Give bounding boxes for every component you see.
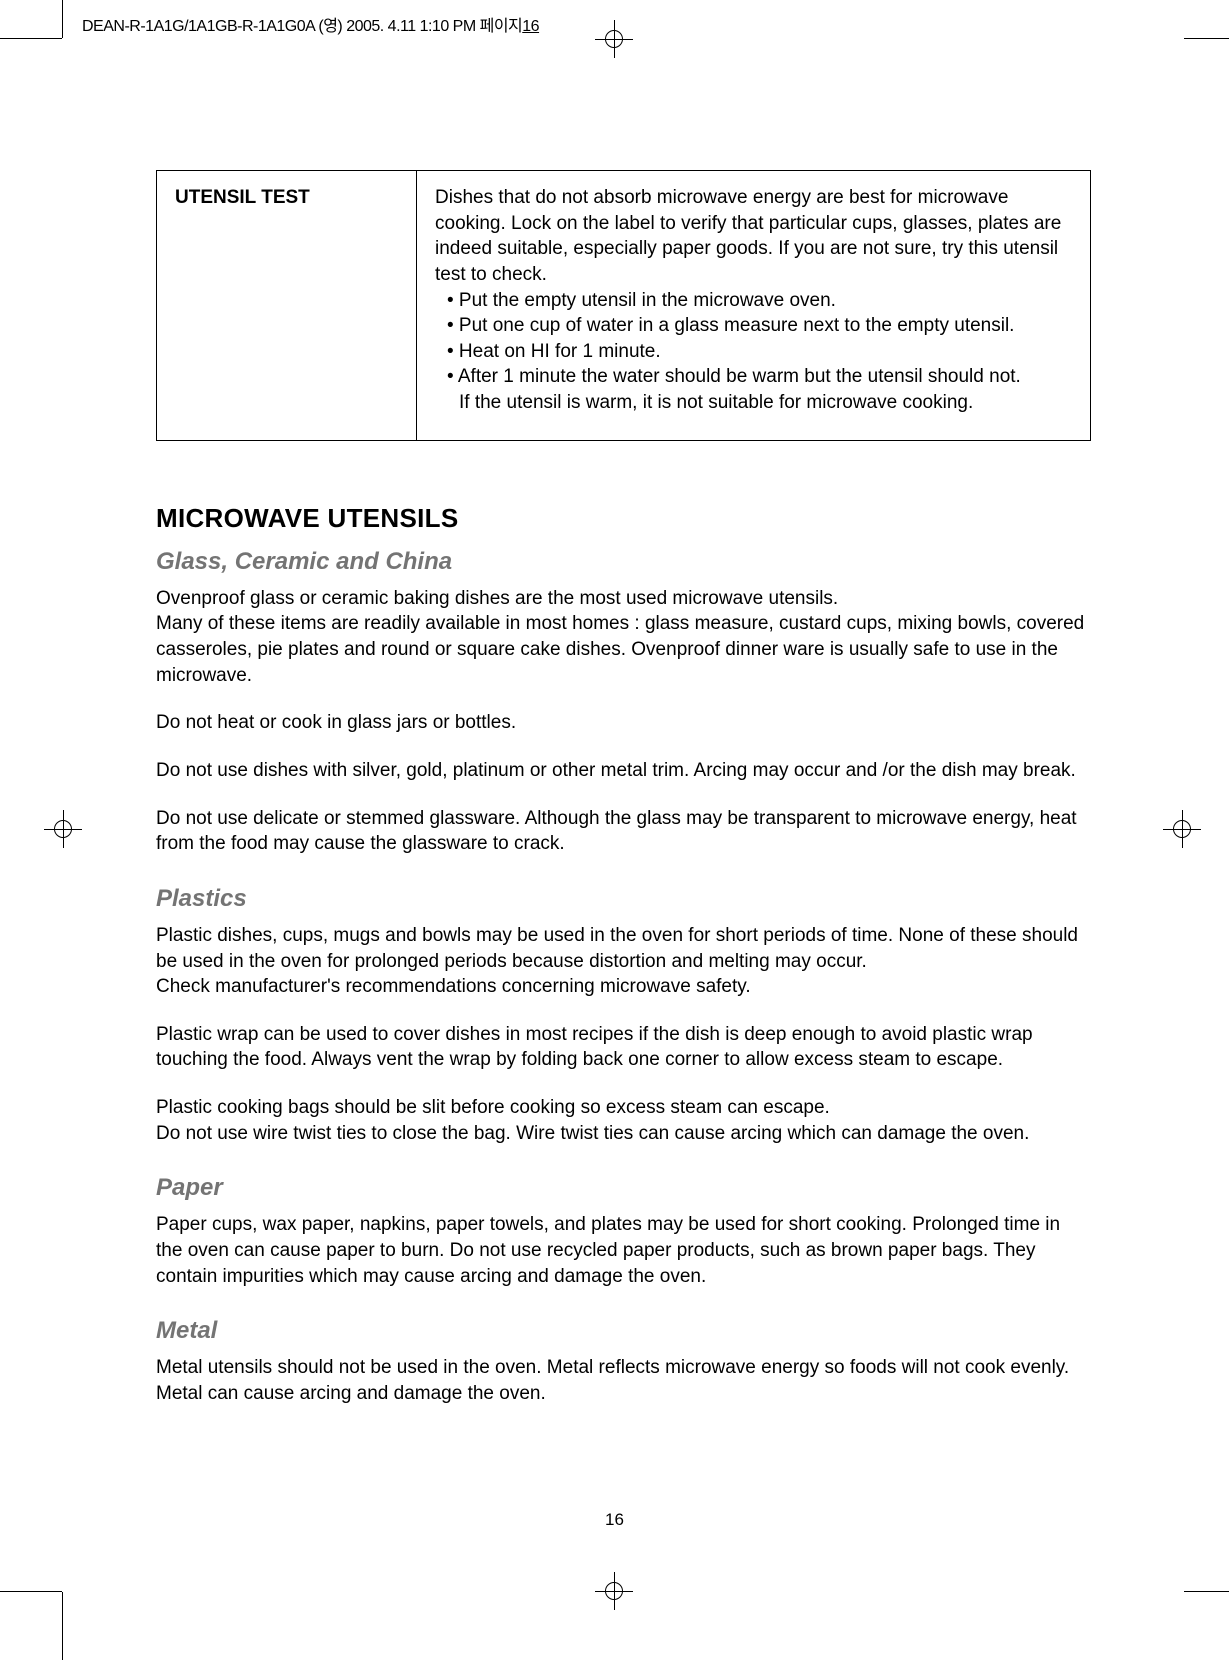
subheading-plastics: Plastics — [156, 885, 1091, 913]
cropmark — [62, 1592, 63, 1660]
body-text: Ovenproof glass or ceramic baking dishes… — [156, 586, 1091, 612]
utensil-bullet: • Heat on HI for 1 minute. — [435, 339, 1072, 365]
body-text: Metal utensils should not be used in the… — [156, 1355, 1091, 1381]
imprint-header: DEAN-R-1A1G/1A1GB-R-1A1G0A (영) 2005. 4.1… — [82, 12, 539, 36]
cropmark — [1184, 1591, 1229, 1592]
utensil-bullet: • Put one cup of water in a glass measur… — [435, 313, 1072, 339]
body-text: Metal can cause arcing and damage the ov… — [156, 1381, 1091, 1407]
utensil-intro: Dishes that do not absorb microwave ener… — [435, 185, 1072, 288]
registration-mark — [595, 1572, 633, 1610]
utensil-test-table: UTENSIL TEST Dishes that do not absorb m… — [156, 170, 1091, 441]
body-text: Check manufacturer's recommendations con… — [156, 974, 1091, 1000]
subheading-paper: Paper — [156, 1174, 1091, 1202]
cropmark — [0, 1591, 62, 1592]
utensil-bullet: • After 1 minute the water should be war… — [435, 364, 1072, 390]
utensil-bullet: • Put the empty utensil in the microwave… — [435, 288, 1072, 314]
cropmark — [62, 0, 63, 38]
body-text: Do not use wire twist ties to close the … — [156, 1121, 1091, 1147]
body-text: Plastic dishes, cups, mugs and bowls may… — [156, 923, 1091, 974]
body-text: Plastic cooking bags should be slit befo… — [156, 1095, 1091, 1121]
page-number: 16 — [0, 1510, 1229, 1530]
page-content: UTENSIL TEST Dishes that do not absorb m… — [156, 170, 1091, 1407]
body-text: Many of these items are readily availabl… — [156, 611, 1091, 688]
utensil-test-body: Dishes that do not absorb microwave ener… — [417, 171, 1091, 441]
registration-mark — [1163, 810, 1201, 848]
registration-mark — [44, 810, 82, 848]
cropmark — [1184, 38, 1229, 39]
body-text: Do not use dishes with silver, gold, pla… — [156, 758, 1091, 784]
body-text: Do not use delicate or stemmed glassware… — [156, 806, 1091, 857]
utensil-test-label: UTENSIL TEST — [157, 171, 417, 441]
section-heading-microwave-utensils: MICROWAVE UTENSILS — [156, 503, 1091, 534]
body-text: Paper cups, wax paper, napkins, paper to… — [156, 1212, 1091, 1289]
imprint-page: 16 — [522, 18, 539, 35]
subheading-glass: Glass, Ceramic and China — [156, 548, 1091, 576]
subheading-metal: Metal — [156, 1317, 1091, 1345]
utensil-bullet-cont: If the utensil is warm, it is not suitab… — [435, 390, 1072, 416]
cropmark — [0, 38, 62, 39]
registration-mark — [595, 20, 633, 58]
body-text: Do not heat or cook in glass jars or bot… — [156, 710, 1091, 736]
imprint-text: DEAN-R-1A1G/1A1GB-R-1A1G0A (영) 2005. 4.1… — [82, 18, 522, 35]
manual-page: DEAN-R-1A1G/1A1GB-R-1A1G0A (영) 2005. 4.1… — [0, 0, 1229, 1660]
body-text: Plastic wrap can be used to cover dishes… — [156, 1022, 1091, 1073]
